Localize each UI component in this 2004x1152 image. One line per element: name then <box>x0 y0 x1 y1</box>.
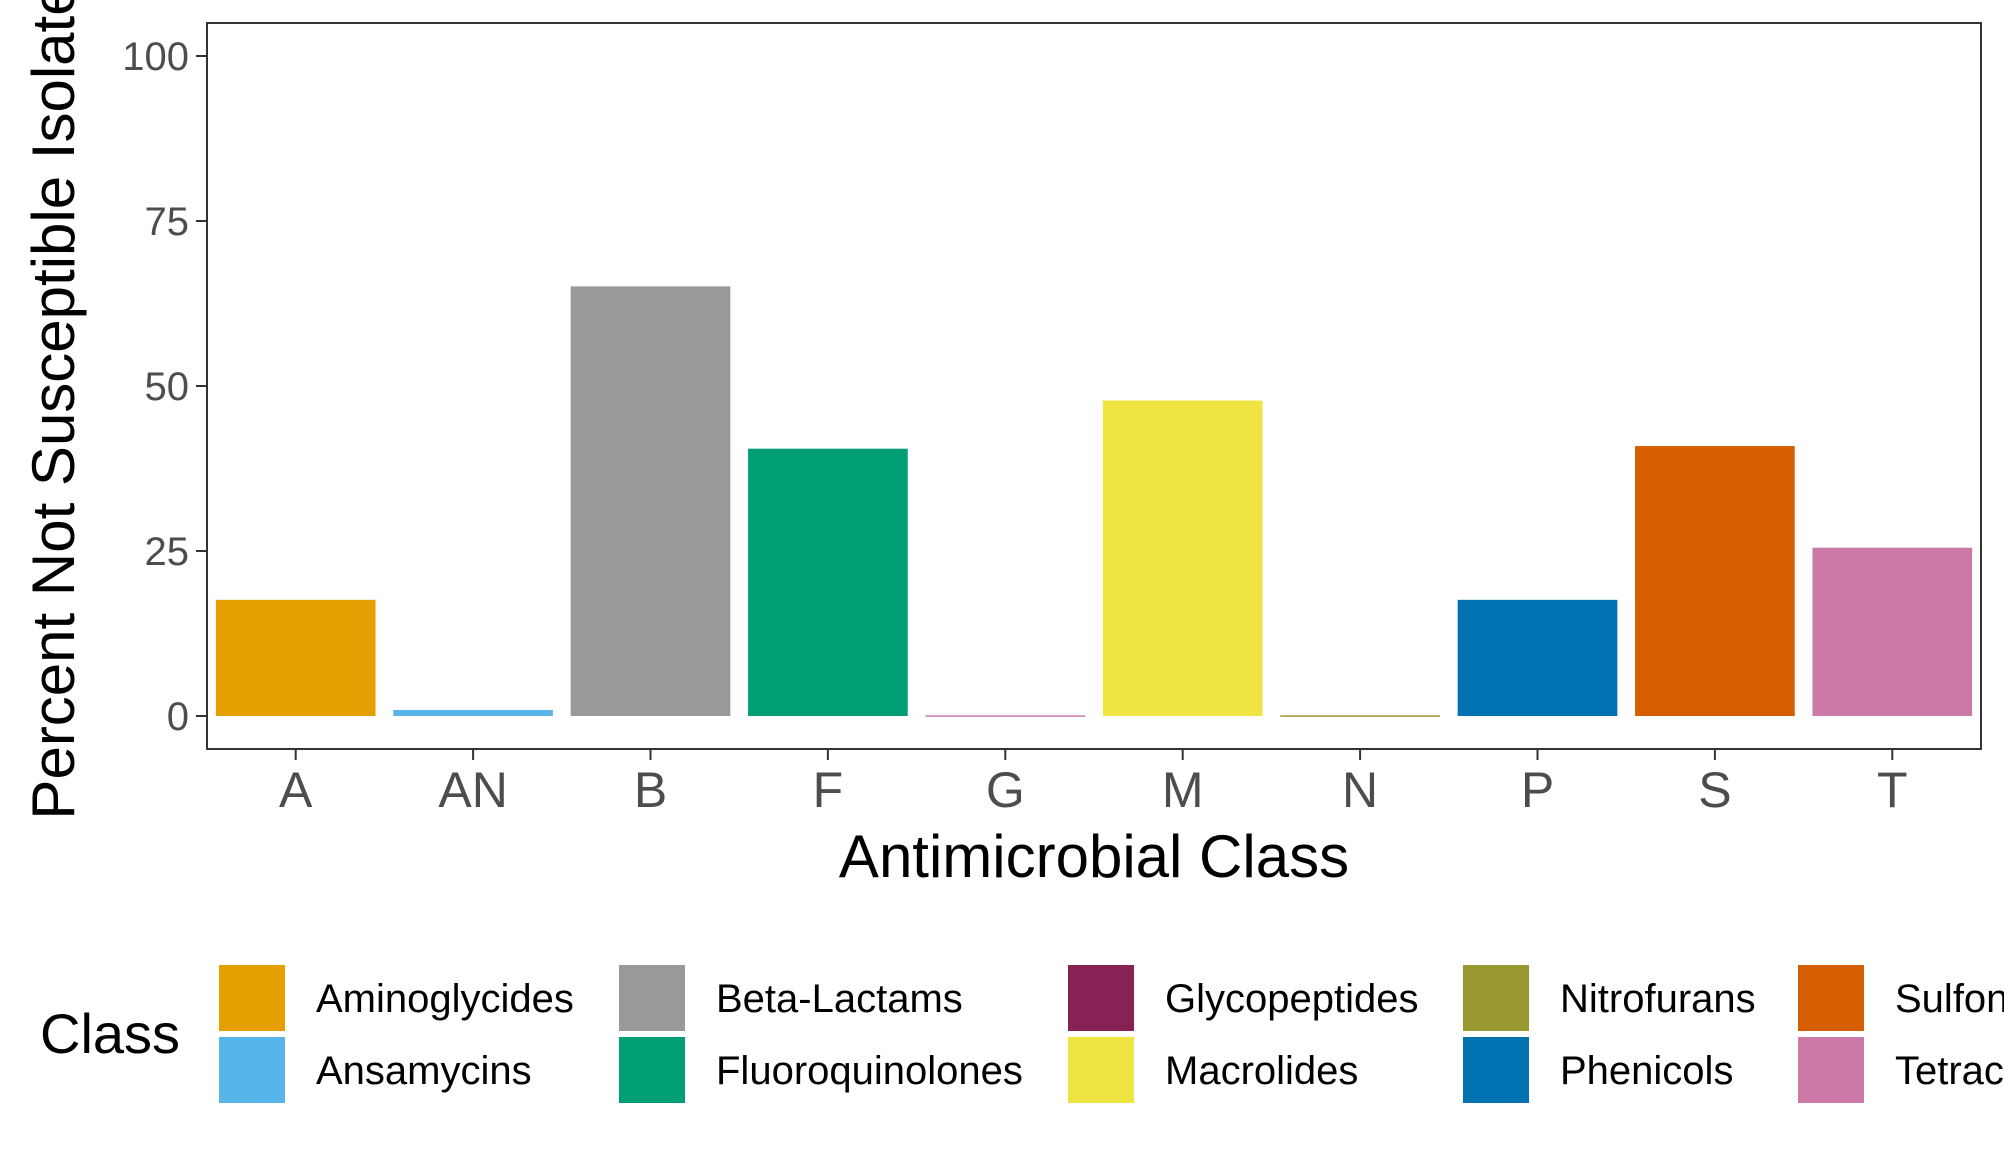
legend-label: Nitrofurans <box>1560 977 1756 1021</box>
bar-a <box>215 599 376 716</box>
legend-label: Aminoglycides <box>316 977 574 1021</box>
legend-swatch <box>1798 965 1864 1031</box>
legend: Class Aminoglycides Ansamycins Beta-Lactam… <box>40 965 2004 1103</box>
x-tick-label: A <box>279 762 313 818</box>
bar-g <box>925 715 1086 717</box>
legend-swatch <box>1798 1037 1864 1103</box>
legend-swatch <box>619 1037 685 1103</box>
bar-n <box>1280 715 1440 717</box>
legend-label: Tetracyclines <box>1895 1049 2004 1093</box>
legend-label: Ansamycins <box>316 1049 532 1093</box>
y-tick-label: 0 <box>167 695 189 739</box>
legend-label: Fluoroquinolones <box>716 1049 1023 1093</box>
x-tick-label: AN <box>438 762 507 818</box>
bar-m <box>1102 400 1263 716</box>
y-tick-label: 25 <box>145 530 190 574</box>
legend-swatch <box>1068 965 1134 1031</box>
x-tick-label: G <box>986 762 1025 818</box>
y-axis-title: Percent Not Susceptible Isolates <box>20 0 87 820</box>
y-tick-label: 100 <box>122 35 189 79</box>
legend-swatch <box>219 1037 285 1103</box>
legend-label: Beta-Lactams <box>716 977 963 1021</box>
legend-label: Phenicols <box>1560 1049 1733 1093</box>
bars-layer <box>215 286 1973 717</box>
y-tick-label: 50 <box>145 365 190 409</box>
legend-swatch <box>1068 1037 1134 1103</box>
bar-f <box>748 448 908 716</box>
x-tick-label: F <box>813 762 844 818</box>
bar-p <box>1457 599 1618 716</box>
y-axis: 0 25 50 75 100 <box>122 35 207 739</box>
legend-title: Class <box>40 1002 180 1065</box>
x-tick-label: S <box>1698 762 1731 818</box>
legend-swatch <box>1463 1037 1529 1103</box>
x-tick-label: M <box>1162 762 1204 818</box>
x-tick-label: P <box>1521 762 1554 818</box>
x-tick-label: B <box>634 762 667 818</box>
bar-an <box>393 710 553 716</box>
x-axis-title: Antimicrobial Class <box>839 823 1349 890</box>
x-axis: A AN B F G M N P S T <box>279 749 1908 818</box>
x-tick-label: T <box>1877 762 1908 818</box>
y-tick-label: 75 <box>145 200 190 244</box>
legend-swatch <box>619 965 685 1031</box>
bar-t <box>1812 547 1973 716</box>
bar-b <box>570 286 731 716</box>
bar-s <box>1635 446 1795 716</box>
legend-label: Sulfonamides <box>1895 977 2004 1021</box>
legend-label: Glycopeptides <box>1165 977 1418 1021</box>
legend-label: Macrolides <box>1165 1049 1358 1093</box>
legend-swatch <box>219 965 285 1031</box>
legend-swatch <box>1463 965 1529 1031</box>
x-tick-label: N <box>1342 762 1378 818</box>
